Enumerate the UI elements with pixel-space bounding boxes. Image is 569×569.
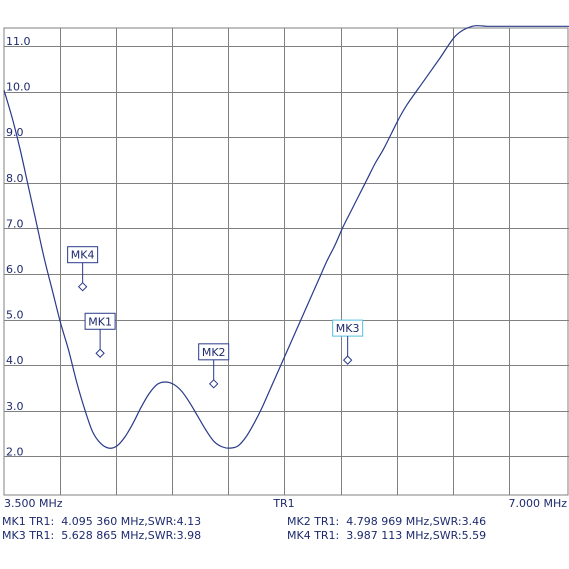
marker-mk2[interactable]: MK2 bbox=[198, 343, 230, 389]
y-tick-label: 10.0 bbox=[6, 81, 31, 94]
y-tick-label: 8.0 bbox=[6, 172, 24, 185]
readout-mk2: MK2 TR1: 4.798 969 MHz,SWR:3.46 bbox=[287, 515, 487, 528]
readout-mk3: MK3 TR1: 5.628 865 MHz,SWR:3.98 bbox=[2, 529, 202, 542]
marker-label: MK4 bbox=[71, 249, 95, 262]
y-tick-label: 4.0 bbox=[6, 354, 24, 367]
marker-label-box bbox=[67, 246, 99, 264]
y-tick-label: 5.0 bbox=[6, 309, 24, 322]
grid bbox=[3, 27, 569, 496]
x-axis-labels: 3.500 MHz TR1 7.000 MHz bbox=[4, 497, 567, 510]
marker-diamond bbox=[342, 355, 353, 365]
marker-diamond bbox=[208, 379, 219, 389]
x-end-label: 7.000 MHz bbox=[508, 497, 567, 510]
marker-label: MK1 bbox=[88, 315, 112, 328]
y-tick-label: 7.0 bbox=[6, 217, 24, 230]
marker-mk3[interactable]: MK3 bbox=[332, 319, 364, 365]
y-tick-label: 2.0 bbox=[6, 445, 24, 458]
swr-trace bbox=[3, 25, 569, 449]
y-tick-label: 6.0 bbox=[6, 263, 24, 276]
plot-frame bbox=[3, 27, 569, 496]
top-bar bbox=[0, 0, 569, 28]
marker-label: MK2 bbox=[202, 346, 226, 359]
marker-diamond bbox=[77, 281, 88, 292]
readout-mk1: MK1 TR1: 4.095 360 MHz,SWR:4.13 bbox=[2, 515, 202, 528]
x-center-label: TR1 bbox=[272, 497, 294, 510]
marker-mk1[interactable]: MK1 bbox=[84, 312, 116, 358]
y-tick-label: 9.0 bbox=[6, 126, 24, 139]
marker-label: MK3 bbox=[336, 322, 360, 335]
marker-mk4[interactable]: MK4 bbox=[67, 246, 99, 292]
y-tick-label: 11.0 bbox=[6, 35, 31, 48]
y-tick-label: 3.0 bbox=[6, 400, 24, 413]
y-tick-labels: 11.0 10.0 9.0 8.0 7.0 6.0 5.0 4.0 3.0 2.0 bbox=[6, 35, 31, 458]
marker-diamond bbox=[95, 348, 105, 358]
x-start-label: 3.500 MHz bbox=[4, 497, 63, 510]
markers: MK1 MK2 MK3 MK4 bbox=[67, 246, 364, 389]
readout-mk4: MK4 TR1: 3.987 113 MHz,SWR:5.59 bbox=[287, 529, 487, 542]
